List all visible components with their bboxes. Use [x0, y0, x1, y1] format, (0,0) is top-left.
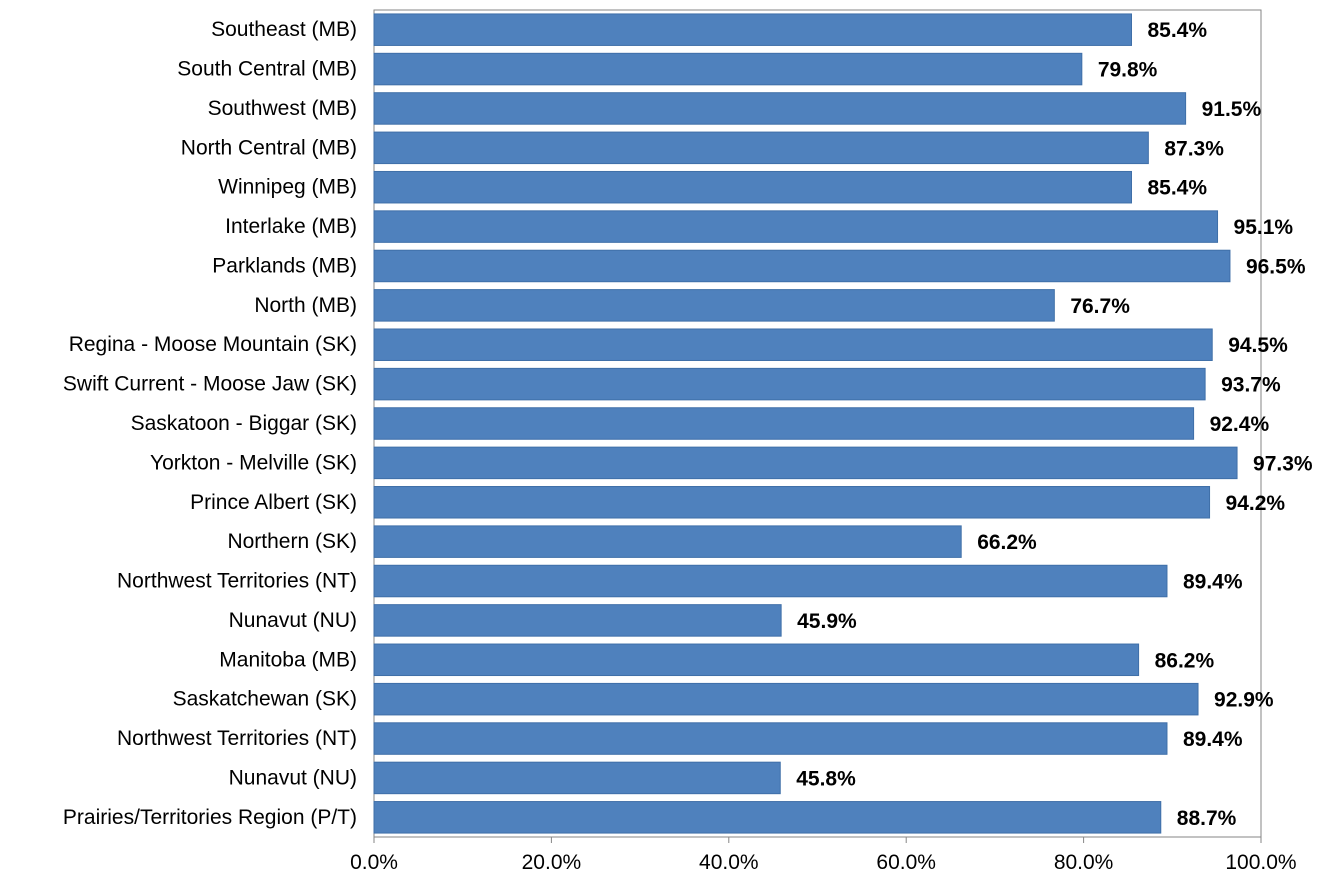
bar — [373, 249, 1231, 283]
bar — [373, 801, 1162, 834]
bar — [373, 525, 962, 558]
bar — [373, 604, 782, 637]
bar — [373, 131, 1149, 165]
data-label: 89.4% — [1183, 571, 1243, 594]
bar — [373, 367, 1206, 401]
data-label: 92.4% — [1210, 413, 1270, 436]
data-label: 85.4% — [1147, 19, 1207, 42]
bar — [373, 564, 1168, 598]
x-tick-label: 40.0% — [699, 851, 759, 874]
bar — [373, 289, 1055, 322]
category-label: Prince Albert (SK) — [190, 491, 357, 514]
data-labels: 85.4% 79.8% 91.5% 87.3% 85.4% 95.1% 96.5% 76.7%… — [796, 19, 1313, 830]
data-label: 93.7% — [1221, 374, 1281, 397]
data-label: 94.5% — [1228, 334, 1288, 357]
bar — [373, 446, 1238, 480]
data-label: 79.8% — [1098, 59, 1158, 82]
data-label: 66.2% — [977, 531, 1037, 554]
category-label: Saskatchewan (SK) — [173, 688, 357, 711]
data-label: 96.5% — [1246, 255, 1306, 278]
category-label: Northern (SK) — [227, 530, 357, 553]
category-label: Swift Current - Moose Jaw (SK) — [63, 373, 357, 396]
data-label: 85.4% — [1147, 177, 1207, 200]
data-label: 88.7% — [1177, 807, 1237, 830]
bars-group — [373, 13, 1238, 834]
category-label: Southwest (MB) — [208, 97, 357, 120]
category-label: North Central (MB) — [181, 136, 357, 159]
category-label: Northwest Territories (NT) — [117, 727, 357, 750]
bar — [373, 52, 1083, 86]
data-label: 89.4% — [1183, 728, 1243, 751]
x-tick-label: 100.0% — [1225, 851, 1296, 874]
data-label: 45.8% — [796, 767, 856, 790]
bar — [373, 761, 781, 795]
x-tick-label: 20.0% — [522, 851, 582, 874]
bar — [373, 407, 1195, 440]
category-label: Manitoba (MB) — [219, 648, 357, 671]
category-label: Prairies/Territories Region (P/T) — [63, 806, 357, 829]
bar — [373, 486, 1211, 519]
category-label: Southeast (MB) — [211, 18, 357, 41]
category-label: Northwest Territories (NT) — [117, 570, 357, 593]
data-label: 87.3% — [1164, 137, 1224, 160]
category-label: Regina - Moose Mountain (SK) — [69, 333, 357, 356]
bar — [373, 722, 1168, 755]
data-label: 94.2% — [1226, 492, 1286, 515]
x-tick-label: 60.0% — [876, 851, 936, 874]
data-label: 97.3% — [1253, 452, 1313, 475]
x-tick-label: 0.0% — [350, 851, 398, 874]
data-label: 91.5% — [1202, 98, 1262, 121]
category-label: Winnipeg (MB) — [218, 176, 357, 199]
category-label: Parklands (MB) — [212, 254, 357, 277]
category-label: Interlake (MB) — [225, 215, 357, 238]
data-label: 76.7% — [1070, 295, 1130, 318]
bar — [373, 643, 1140, 677]
data-label: 45.9% — [797, 610, 857, 633]
data-label: 95.1% — [1234, 216, 1294, 239]
x-axis: 0.0% 20.0% 40.0% 60.0% 80.0% 100.0% — [350, 836, 1297, 874]
bar — [373, 92, 1187, 125]
bar — [373, 328, 1213, 361]
category-labels: Southeast (MB) South Central (MB) Southwes… — [63, 18, 357, 829]
category-label: South Central (MB) — [177, 58, 357, 81]
category-label: Yorkton - Melville (SK) — [150, 451, 357, 474]
x-tick-label: 80.0% — [1054, 851, 1114, 874]
data-label: 86.2% — [1155, 649, 1215, 672]
bar — [373, 13, 1132, 46]
bar — [373, 170, 1132, 204]
category-label: Nunavut (NU) — [229, 766, 357, 789]
bar — [373, 210, 1219, 243]
category-label: Nunavut (NU) — [229, 609, 357, 632]
category-label: Saskatoon - Biggar (SK) — [131, 412, 357, 435]
data-label: 92.9% — [1214, 689, 1274, 712]
category-label: North (MB) — [254, 294, 357, 317]
bar — [373, 682, 1199, 716]
